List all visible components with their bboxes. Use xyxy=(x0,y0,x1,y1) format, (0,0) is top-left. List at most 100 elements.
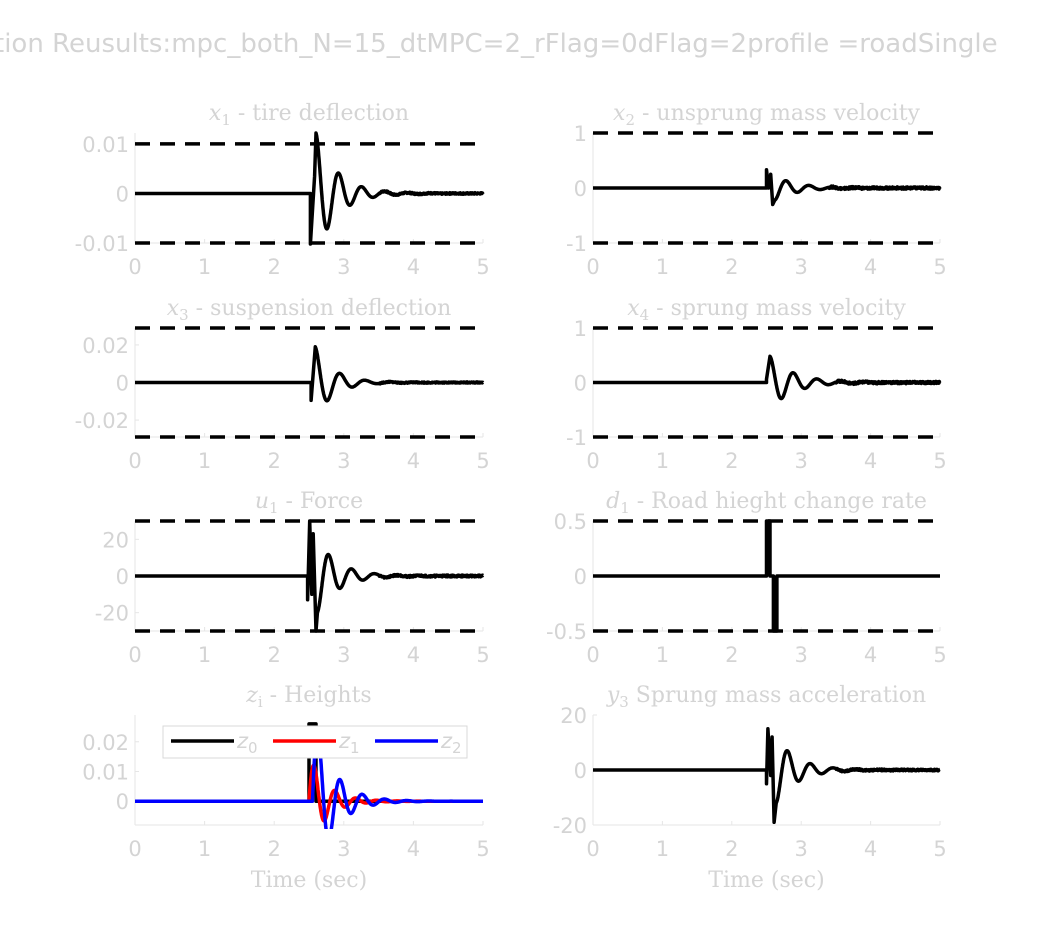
y-tick-label: 0 xyxy=(116,372,129,396)
plot-area xyxy=(593,519,940,633)
x-tick-label: 5 xyxy=(933,449,946,473)
x-tick-label: 2 xyxy=(725,449,738,473)
plot-area xyxy=(135,326,485,439)
x-tick-label: 4 xyxy=(407,449,420,473)
x-tick-label: 5 xyxy=(933,837,946,861)
x-tick-label: 4 xyxy=(407,255,420,279)
series-line-1 xyxy=(593,168,942,207)
y-tick-label: 1 xyxy=(574,122,587,146)
subplot-title: x1 - tire deflection xyxy=(209,101,409,129)
y-tick-label: 1 xyxy=(574,317,587,341)
subplot-title: y3 Sprung mass acceleration xyxy=(606,683,926,711)
y-tick-label: 0 xyxy=(574,177,587,201)
x-tick-label: 3 xyxy=(795,643,808,667)
x-tick-label: 4 xyxy=(407,837,420,861)
subplot-6: 0 1 2 3 4 50.50-0.5d1 - Road hieght change ra… xyxy=(546,489,947,667)
y-tick-label: 0.01 xyxy=(82,760,129,784)
x-tick-label: 1 xyxy=(198,449,211,473)
x-tick-label: 4 xyxy=(864,449,877,473)
subplot-title: x3 - suspension deflection xyxy=(167,296,452,324)
plot-area xyxy=(593,326,942,439)
y-tick-label: 0 xyxy=(574,759,587,783)
x-tick-label: 1 xyxy=(656,837,669,861)
x-tick-label: 1 xyxy=(656,643,669,667)
x-tick-label: 1 xyxy=(656,255,669,279)
x-tick-label: 3 xyxy=(795,449,808,473)
x-tick-label: 5 xyxy=(933,643,946,667)
x-tick-label: 5 xyxy=(933,255,946,279)
series-line-1 xyxy=(593,354,942,401)
legend-label: z0 xyxy=(236,729,258,757)
subplot-title: x4 - sprung mass velocity xyxy=(627,296,906,324)
series-line-1 xyxy=(135,131,485,246)
x-tick-label: 0 xyxy=(128,837,141,861)
x-tick-label: 3 xyxy=(337,643,350,667)
plot-area xyxy=(135,722,485,829)
x-tick-label: 2 xyxy=(725,837,738,861)
x-tick-label: 3 xyxy=(337,837,350,861)
subplot-title: x2 - unsprung mass velocity xyxy=(613,101,921,129)
x-tick-label: 4 xyxy=(864,255,877,279)
plot-area xyxy=(593,727,942,825)
y-tick-label: 0.5 xyxy=(554,510,587,534)
subplot-title: zi - Heights xyxy=(245,683,371,711)
x-tick-label: 5 xyxy=(476,449,489,473)
x-tick-label: 3 xyxy=(337,255,350,279)
subplot-3: 0 1 2 3 4 5 0.02 0 -0.02 x3 - suspension deflecti… xyxy=(75,296,490,473)
x-tick-label: 0 xyxy=(128,449,141,473)
x-tick-label: 0 xyxy=(586,837,599,861)
x-axis-label: Time (sec) xyxy=(708,868,824,893)
y-tick-label: -20 xyxy=(95,602,129,626)
plot-area xyxy=(135,519,485,633)
y-tick-label: 0 xyxy=(574,372,587,396)
x-tick-label: 4 xyxy=(407,643,420,667)
y-tick-label: -0.01 xyxy=(75,232,129,256)
y-tick-label: -1 xyxy=(566,232,587,256)
x-tick-label: 1 xyxy=(198,643,211,667)
subplot-2: 0 1 2 3 4 510-1x2 - unsprung mass velocity xyxy=(566,101,947,279)
subplot-5: 0 1 2 3 4 5 20 0 -20 u1 - Force xyxy=(95,489,490,667)
series-line-1 xyxy=(593,519,940,633)
x-tick-label: 2 xyxy=(725,643,738,667)
legend-label: z1 xyxy=(338,729,360,757)
series-line-1 xyxy=(593,727,942,825)
plot-area xyxy=(593,131,942,245)
x-tick-label: 1 xyxy=(198,837,211,861)
x-tick-label: 2 xyxy=(268,837,281,861)
x-tick-label: 0 xyxy=(128,643,141,667)
y-tick-label: 0 xyxy=(116,790,129,814)
x-axis-label: Time (sec) xyxy=(251,868,367,893)
series-line-1 xyxy=(135,519,485,633)
x-tick-label: 4 xyxy=(864,643,877,667)
y-tick-label: 0.02 xyxy=(82,731,129,755)
y-tick-label: 20 xyxy=(560,704,587,728)
x-tick-label: 1 xyxy=(656,449,669,473)
y-tick-label: 0 xyxy=(116,182,129,206)
x-tick-label: 3 xyxy=(795,255,808,279)
y-tick-label: 20 xyxy=(102,528,129,552)
y-tick-label: 0 xyxy=(116,565,129,589)
y-tick-label: -0.5 xyxy=(546,620,587,644)
x-tick-label: 5 xyxy=(476,643,489,667)
x-tick-label: 4 xyxy=(864,837,877,861)
x-tick-label: 5 xyxy=(476,255,489,279)
x-tick-label: 0 xyxy=(586,643,599,667)
legend: z0 z1 z2 xyxy=(162,725,468,759)
y-tick-label: 0 xyxy=(574,565,587,589)
x-tick-label: 0 xyxy=(128,255,141,279)
y-tick-label: 0.01 xyxy=(82,133,129,157)
legend-label: z2 xyxy=(440,729,462,757)
x-tick-label: 1 xyxy=(198,255,211,279)
plot-area xyxy=(135,131,485,246)
x-tick-label: 5 xyxy=(476,837,489,861)
subplot-4: 0 1 2 3 4 510-1x4 - sprung mass velocity xyxy=(566,296,947,473)
subplot-title: d1 - Road hieght change rate xyxy=(606,489,927,517)
x-tick-label: 0 xyxy=(586,449,599,473)
x-tick-label: 0 xyxy=(586,255,599,279)
subplot-title: u1 - Force xyxy=(255,489,363,517)
x-tick-label: 2 xyxy=(268,449,281,473)
